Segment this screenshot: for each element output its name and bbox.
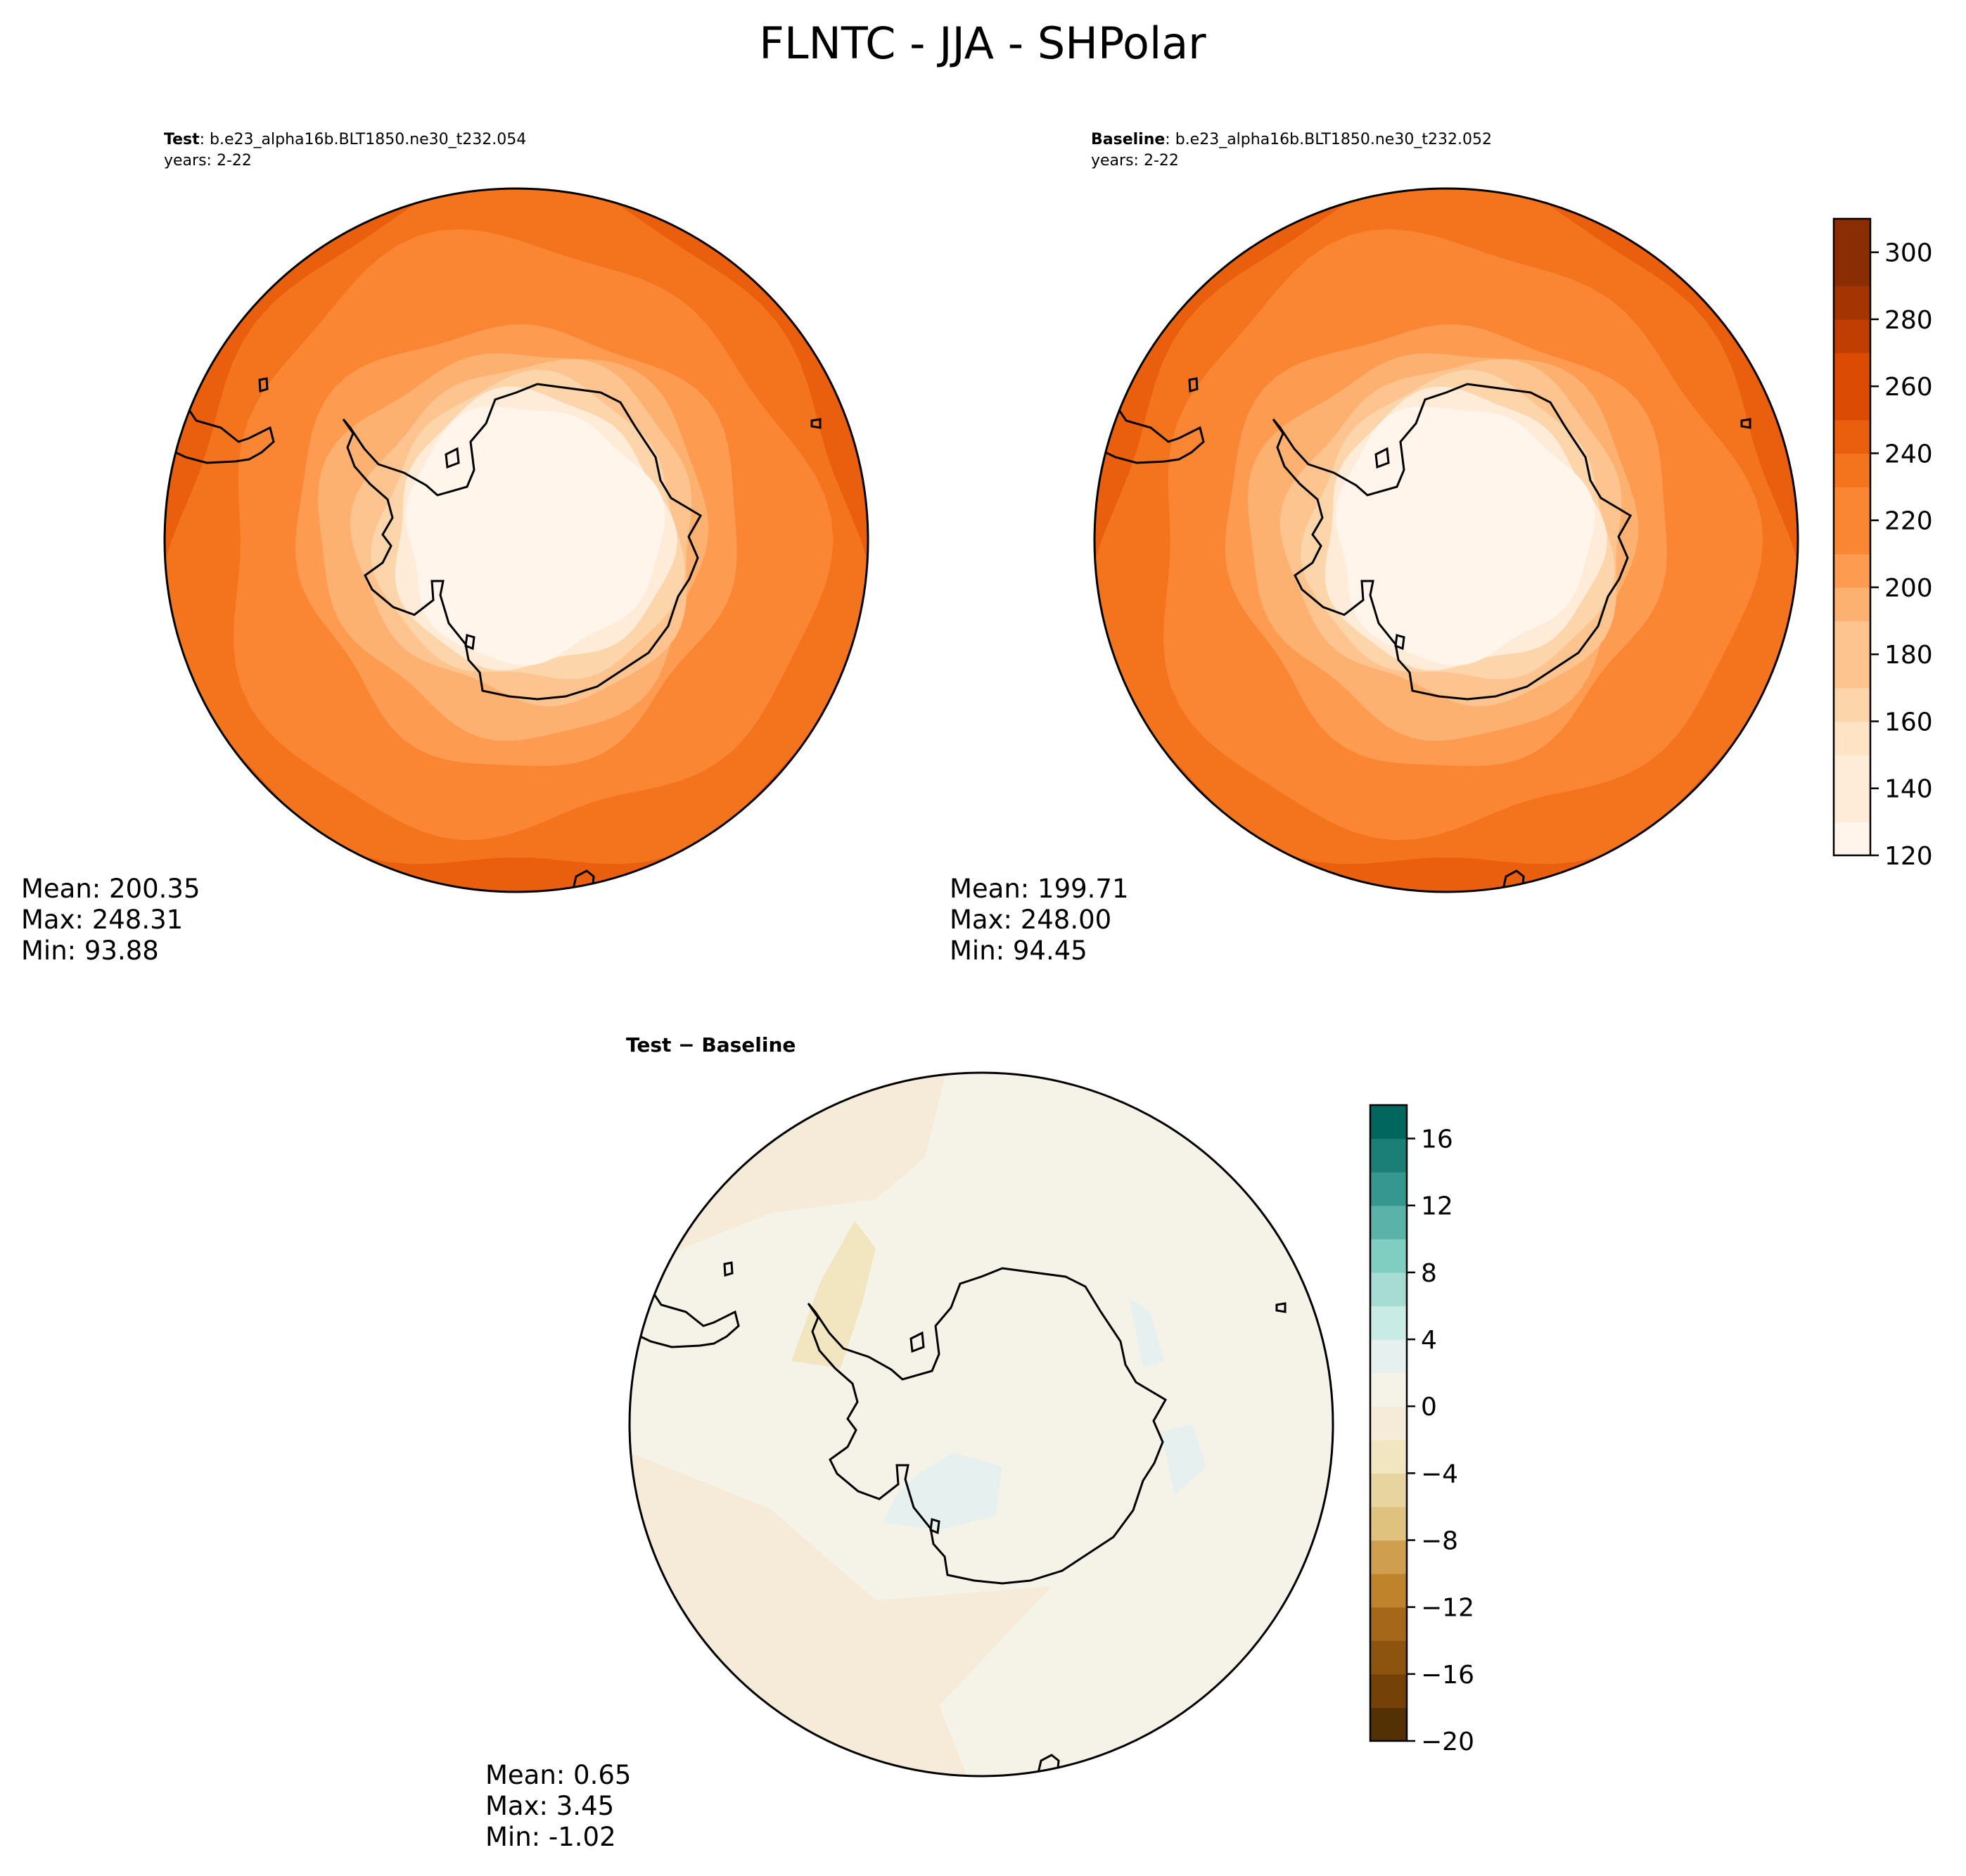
contour-fill-positive-patch-east	[1161, 1424, 1206, 1495]
panel-baseline-boundary	[1093, 187, 1799, 893]
colorbar-difference-tick-label: 0	[1421, 1393, 1437, 1422]
colorbar-difference-bin	[1370, 1506, 1407, 1541]
contour-fill-neg-small	[630, 1073, 1052, 1776]
colorbar-absolute-bin	[1834, 554, 1870, 588]
colorbar-absolute-tick-label: 280	[1884, 306, 1933, 335]
colorbar-difference-tick-label: −8	[1421, 1527, 1458, 1556]
colorbar-difference-tick-label: 12	[1421, 1192, 1453, 1221]
colorbar-difference-bin	[1370, 1439, 1407, 1474]
panel-baseline-mean: Mean: 199.71	[950, 874, 1129, 904]
panel-baseline-years: years: 2-22	[1091, 152, 1179, 170]
colorbar-absolute-bin	[1834, 286, 1870, 320]
colorbar-absolute: 120 140 160 180 200 220 240 260 280 300	[1832, 217, 1933, 871]
colorbar-absolute-bin	[1834, 654, 1870, 689]
colorbar-difference-bin	[1370, 1707, 1407, 1742]
panel-baseline: Baseline: b.e23_alpha16b.BLT1850.ne30_t2…	[950, 131, 1799, 966]
panel-baseline-map	[1094, 189, 1798, 892]
colorbar-absolute-tick-label: 120	[1884, 842, 1933, 871]
figure-title: FLNTC - JJA - SHPolar	[759, 18, 1206, 69]
colorbar-difference-bin	[1370, 1272, 1407, 1307]
colorbar-absolute-tick-label: 260	[1884, 373, 1933, 402]
colorbar-absolute-bin	[1834, 520, 1870, 554]
colorbar-difference-bin	[1370, 1372, 1407, 1407]
colorbar-absolute-bin	[1834, 319, 1870, 354]
panel-difference-label: Test − Baseline	[626, 1033, 796, 1057]
colorbar-absolute-tick-label: 240	[1884, 440, 1933, 468]
colorbar-absolute-bin	[1834, 721, 1870, 755]
panel-difference-min: Min: -1.02	[485, 1822, 616, 1852]
panel-test-map	[165, 189, 868, 892]
colorbar-absolute-bin	[1834, 352, 1870, 387]
colorbar-difference-bin	[1370, 1574, 1407, 1608]
colorbar-absolute-bin	[1834, 419, 1870, 454]
colorbar-difference-bin	[1370, 1673, 1407, 1709]
colorbar-difference-tick-label: 16	[1421, 1125, 1453, 1154]
panel-difference: Test − Baseline Mean: 0.65 Max: 3.45 Min…	[485, 1033, 1334, 1852]
colorbar-difference-bin	[1370, 1607, 1407, 1641]
contour-fill-plateau	[1397, 421, 1559, 632]
colorbar-difference-bin	[1370, 1205, 1407, 1239]
colorbar-absolute-bin	[1834, 386, 1870, 421]
contour-fill-positive-patch	[883, 1453, 1002, 1530]
colorbar-difference-tick-label: −4	[1421, 1460, 1458, 1488]
colorbar-absolute-bin	[1834, 487, 1870, 521]
colorbar-difference-bin	[1370, 1105, 1407, 1140]
contour-fill-plateau	[467, 421, 629, 632]
panel-difference-map	[630, 1073, 1333, 1776]
colorbar-absolute-tick-label: 160	[1884, 708, 1933, 736]
colorbar-difference-bin	[1370, 1540, 1407, 1574]
panel-baseline-max: Max: 248.00	[950, 905, 1111, 935]
colorbar-difference-tick-label: 8	[1421, 1259, 1437, 1288]
colorbar-difference-bin	[1370, 1640, 1407, 1675]
colorbar-absolute-outline	[1832, 217, 1872, 857]
colorbar-absolute-tick-label: 200	[1884, 574, 1933, 603]
colorbar-absolute-bin	[1834, 822, 1870, 856]
panel-test-boundary	[163, 187, 869, 893]
colorbar-absolute-bin	[1834, 453, 1870, 487]
colorbar-absolute-bin	[1834, 788, 1870, 822]
panel-baseline-label: Baseline: b.e23_alpha16b.BLT1850.ne30_t2…	[1091, 131, 1492, 148]
panel-baseline-min: Min: 94.45	[950, 936, 1087, 966]
panel-test-label: Test: b.e23_alpha16b.BLT1850.ne30_t232.0…	[164, 131, 526, 148]
colorbar-difference-tick-label: 4	[1421, 1326, 1437, 1355]
colorbar-absolute-bin	[1834, 219, 1870, 253]
colorbar-difference-tick-label: −20	[1421, 1728, 1474, 1756]
colorbar-absolute-tick-label: 220	[1884, 507, 1933, 536]
panel-difference-mean: Mean: 0.65	[485, 1760, 631, 1790]
colorbar-difference-tick-label: −16	[1421, 1661, 1474, 1690]
panel-difference-boundary	[628, 1071, 1334, 1778]
colorbar-absolute-bin	[1834, 587, 1870, 622]
panel-test-min: Min: 93.88	[21, 936, 159, 966]
colorbar-absolute-bin	[1834, 620, 1870, 655]
colorbar-difference-tick-label: −12	[1421, 1594, 1474, 1623]
colorbar-difference-bin	[1370, 1138, 1407, 1173]
colorbar-difference-bin	[1370, 1339, 1407, 1374]
colorbar-absolute-bin	[1834, 252, 1870, 286]
panel-test-max: Max: 248.31	[21, 905, 183, 935]
panel-test-mean: Mean: 200.35	[21, 874, 200, 904]
colorbar-absolute-tick-label: 180	[1884, 641, 1933, 670]
colorbar-difference-outline	[1369, 1104, 1408, 1742]
colorbar-difference-bin	[1370, 1239, 1407, 1273]
colorbar-difference: −20 −16 −12 −8 −4 0 4 8 12 16	[1369, 1104, 1474, 1756]
panel-test: Test: b.e23_alpha16b.BLT1850.ne30_t232.0…	[21, 131, 869, 966]
panel-test-years: years: 2-22	[164, 152, 252, 170]
contour-fill-positive-patch-ne	[1129, 1298, 1164, 1368]
colorbar-absolute-tick-label: 140	[1884, 775, 1933, 804]
colorbar-difference-bin	[1370, 1306, 1407, 1340]
colorbar-absolute-tick-label: 300	[1884, 239, 1933, 268]
panel-difference-max: Max: 3.45	[485, 1791, 614, 1821]
colorbar-absolute-bin	[1834, 755, 1870, 789]
colorbar-difference-bin	[1370, 1406, 1407, 1441]
colorbar-difference-bin	[1370, 1473, 1407, 1507]
colorbar-absolute-bin	[1834, 687, 1870, 722]
colorbar-difference-bin	[1370, 1172, 1407, 1206]
